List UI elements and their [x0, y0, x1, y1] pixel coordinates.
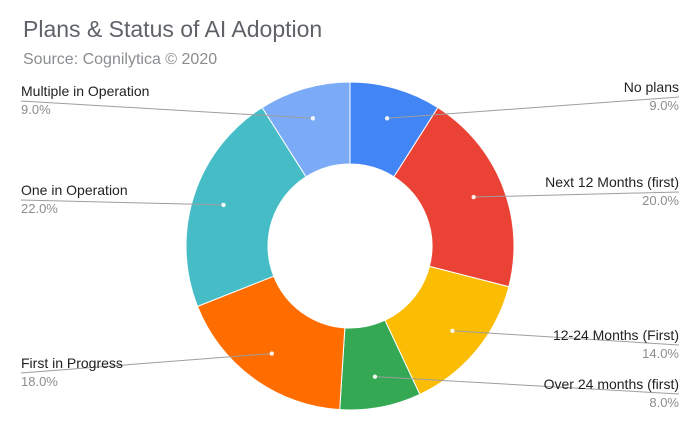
anchor-dot-one-in-operation: [221, 202, 226, 208]
leader-line-over-24-months-first: [374, 376, 680, 395]
slice-value-one-in-operation: 22.0%: [21, 201, 58, 216]
slice-label-next-12-months-first: Next 12 Months (first): [545, 174, 679, 190]
slice-label-over-24-months-first: Over 24 months (first): [544, 376, 679, 392]
leader-line-multiple-in-operation: [20, 100, 313, 119]
anchor-dot-12-24-months-first: [450, 328, 455, 333]
leader-line-next-12-months-first: [473, 191, 680, 198]
anchor-dot-next-12-months-first: [471, 194, 476, 200]
slice-label-multiple-in-operation: Multiple in Operation: [21, 83, 149, 99]
chart-subtitle: Source: Cognilytica © 2020: [23, 51, 218, 68]
slice-value-over-24-months-first: 8.0%: [649, 395, 679, 410]
leader-line-first-in-progress: [20, 353, 272, 374]
leader-line-one-in-operation: [20, 199, 224, 206]
slice-value-first-in-progress: 18.0%: [21, 374, 58, 389]
anchor-dot-over-24-months-first: [372, 374, 378, 379]
slice-value-multiple-in-operation: 9.0%: [21, 102, 51, 117]
slice-one-in-operation[interactable]: [185, 106, 307, 308]
slice-first-in-progress[interactable]: [196, 275, 346, 411]
leader-line-no-plans: [387, 96, 680, 119]
slice-next-12-months-first[interactable]: [393, 106, 515, 288]
slice-label-12-24-months-first: 12-24 Months (First): [553, 327, 679, 343]
slice-multiple-in-operation[interactable]: [261, 81, 351, 178]
anchor-dot-multiple-in-operation: [310, 116, 316, 121]
anchor-dot-no-plans: [384, 116, 390, 121]
slice-labels: No plans 9.0% Next 12 Months (first) 20.0% 1…: [20, 79, 680, 410]
slice-label-one-in-operation: One in Operation: [21, 182, 128, 198]
slice-value-12-24-months-first: 14.0%: [642, 346, 679, 361]
slice-label-first-in-progress: First in Progress: [21, 355, 123, 371]
slice-value-no-plans: 9.0%: [649, 98, 679, 113]
leader-line-12-24-months-first: [452, 330, 680, 346]
donut-slices: [185, 81, 515, 411]
chart-title: Plans & Status of AI Adoption: [23, 16, 323, 42]
slice-label-no-plans: No plans: [624, 79, 679, 95]
anchor-dot-first-in-progress: [269, 351, 275, 356]
slice-value-next-12-months-first: 20.0%: [642, 193, 679, 208]
